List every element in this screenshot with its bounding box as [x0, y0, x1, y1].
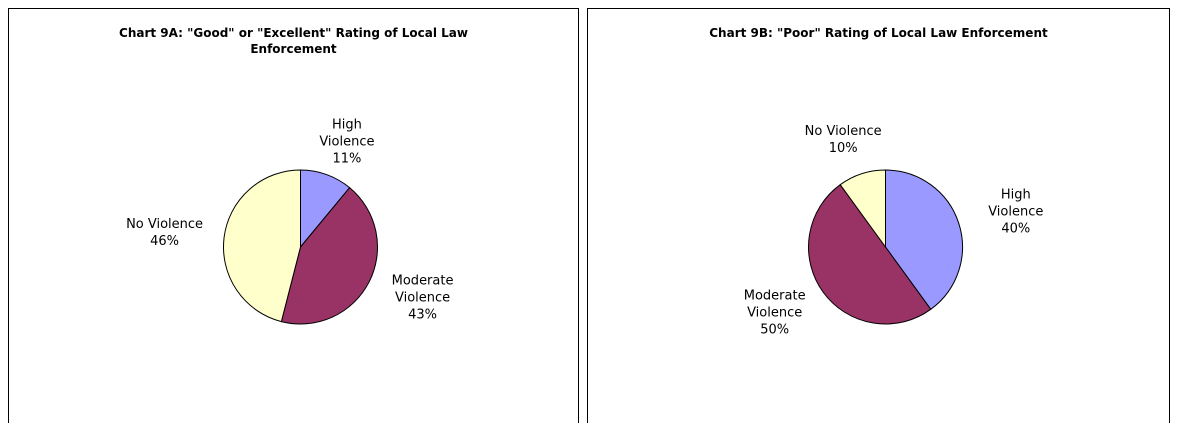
pie-slice: [885, 169, 963, 310]
label-category: High Violence: [319, 117, 375, 150]
data-label: Moderate Violence 50%: [725, 287, 825, 338]
pie-slice: [808, 184, 932, 325]
label-value: 10%: [828, 141, 858, 157]
data-label: No Violence 46%: [115, 216, 215, 250]
data-label: High Violence 11%: [297, 116, 397, 167]
label-category: Moderate Violence: [743, 288, 806, 321]
pie-chart: [223, 169, 378, 325]
label-value: 46%: [150, 233, 180, 249]
label-value: 43%: [408, 307, 438, 323]
label-value: 50%: [760, 322, 790, 338]
label-category: No Violence: [126, 216, 204, 232]
pie-slice: [223, 169, 301, 323]
label-value: 40%: [1001, 221, 1031, 237]
data-label: No Violence 10%: [793, 123, 893, 157]
data-label: High Violence 40%: [966, 187, 1066, 238]
pie-chart: [808, 169, 963, 325]
label-category: High Violence: [988, 187, 1044, 220]
pie-slice: [280, 186, 378, 325]
data-label: Moderate Violence 43%: [373, 272, 473, 323]
chart-panel: Chart 9B: "Poor" Rating of Local Law Enf…: [587, 8, 1170, 423]
label-category: No Violence: [804, 124, 882, 140]
pie-slice: [839, 169, 886, 249]
chart-panel: Chart 9A: "Good" or "Excellent" Rating o…: [8, 8, 579, 423]
label-category: Moderate Violence: [391, 273, 454, 306]
chart-title: Chart 9A: "Good" or "Excellent" Rating o…: [119, 26, 468, 56]
chart-title: Chart 9B: "Poor" Rating of Local Law Enf…: [709, 26, 1048, 40]
label-value: 11%: [332, 151, 362, 167]
